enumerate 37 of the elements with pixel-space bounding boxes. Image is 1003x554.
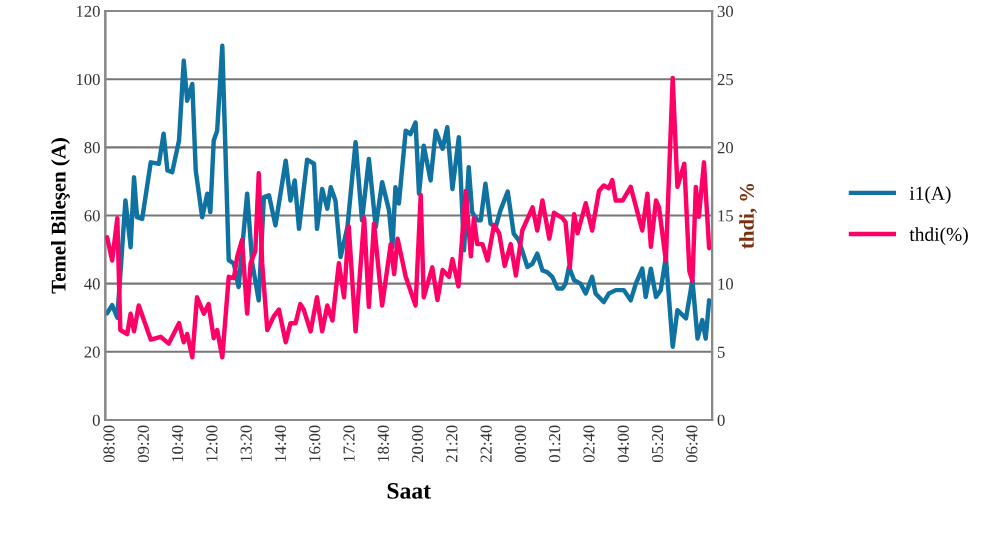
x-tick-label: 22:40 bbox=[480, 425, 492, 463]
legend-label: thdi(%) bbox=[909, 227, 968, 245]
x-tick-label: 12:00 bbox=[206, 425, 218, 462]
y-tick-label: 120 bbox=[76, 5, 100, 18]
x-tick-label: 13:20 bbox=[240, 425, 252, 462]
legend-label: i1(A) bbox=[909, 186, 951, 204]
y2-tick-label: 15 bbox=[718, 210, 734, 222]
x-tick-label: 05:20 bbox=[651, 425, 664, 463]
y-tick-label: 60 bbox=[84, 210, 100, 222]
y2-axis-title: thdi, % bbox=[739, 183, 757, 249]
x-tick-label: 09:20 bbox=[137, 425, 149, 463]
y2-tick-label: 0 bbox=[717, 414, 725, 426]
x-tick-label: 01:20 bbox=[549, 425, 561, 463]
x-tick-label: 21:20 bbox=[446, 425, 458, 463]
x-axis-title: Saat bbox=[387, 482, 431, 499]
x-tick-label: 00:00 bbox=[514, 425, 527, 463]
x-tick-label: 06:40 bbox=[686, 425, 698, 463]
y2-tick-label: 10 bbox=[718, 278, 734, 290]
y-tick-label: 80 bbox=[84, 142, 100, 154]
y-tick-label: 20 bbox=[84, 346, 100, 358]
x-tick-label: 10:40 bbox=[171, 425, 184, 462]
x-tick-label: 08:00 bbox=[103, 425, 115, 463]
x-tick-label: 18:40 bbox=[377, 425, 389, 462]
y2-tick-label: 5 bbox=[717, 346, 725, 358]
x-tick-label: 17:20 bbox=[343, 425, 355, 462]
y2-tick-label: 30 bbox=[717, 5, 734, 18]
y2-tick-label: 20 bbox=[717, 142, 734, 154]
y-tick-label: 0 bbox=[92, 414, 100, 426]
x-tick-label: 20:00 bbox=[411, 425, 424, 463]
y-axis-title: Temel Bileşen (A) bbox=[51, 138, 70, 294]
y2-tick-label: 25 bbox=[717, 73, 734, 86]
x-tick-label: 04:00 bbox=[617, 425, 629, 463]
y-tick-label: 40 bbox=[84, 278, 100, 290]
x-tick-label: 14:40 bbox=[274, 425, 287, 462]
y-tick-label: 100 bbox=[76, 73, 100, 86]
x-tick-label: 02:40 bbox=[583, 425, 595, 463]
x-tick-label: 16:00 bbox=[309, 425, 321, 462]
